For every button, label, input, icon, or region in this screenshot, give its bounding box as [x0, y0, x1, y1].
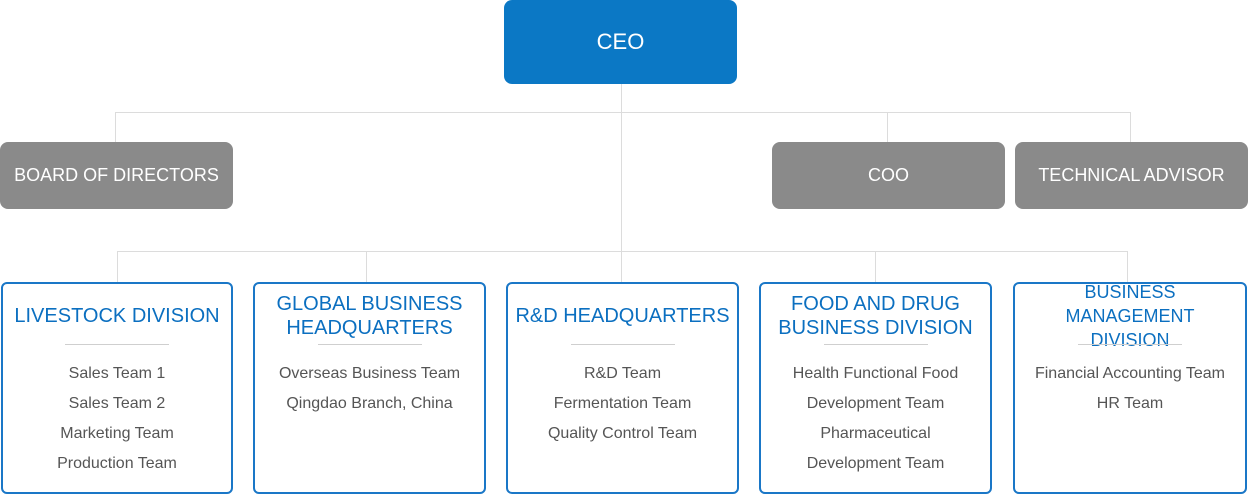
team-list: Financial Accounting Team HR Team	[1015, 359, 1245, 419]
division-title: GLOBAL BUSINESS HEADQUARTERS	[255, 290, 484, 342]
connector-division-3	[621, 251, 622, 282]
divider	[823, 344, 928, 345]
food-and-drug-business-division-box: FOOD AND DRUG BUSINESS DIVISION Health Fun…	[759, 282, 992, 494]
connector-board	[115, 112, 116, 142]
team-item: Financial Accounting Team	[1034, 365, 1226, 382]
board-of-directors-box: BOARD OF DIRECTORS	[0, 142, 233, 209]
connector-division-1	[117, 251, 118, 282]
division-title-line: R&D HEADQUARTERS	[515, 305, 730, 327]
division-title: LIVESTOCK DIVISION	[3, 290, 231, 342]
connector-division-5	[1127, 251, 1128, 282]
divider	[65, 344, 169, 345]
technical-advisor-box: TECHNICAL ADVISOR	[1015, 142, 1248, 209]
division-title-line: HEADQUARTERS	[286, 317, 453, 339]
coo-box: COO	[772, 142, 1005, 209]
ceo-box: CEO	[504, 0, 737, 84]
divider	[1078, 344, 1182, 345]
global-business-headquarters-box: GLOBAL BUSINESS HEADQUARTERS Overseas Busi…	[253, 282, 486, 494]
team-item: HR Team	[1096, 395, 1164, 412]
connector-advisor	[1130, 112, 1131, 142]
division-title-line: GLOBAL BUSINESS	[276, 293, 463, 315]
team-item: Pharmaceutical	[820, 425, 931, 442]
division-title: FOOD AND DRUG BUSINESS DIVISION	[761, 290, 990, 342]
team-item: Qingdao Branch, China	[286, 395, 453, 412]
division-title-line: BUSINESS DIVISION	[778, 317, 973, 339]
business-management-division-box: BUSINESS MANAGEMENT DIVISION Financial Acc…	[1013, 282, 1247, 494]
division-title-line: DIVISION	[1090, 330, 1170, 350]
connector-coo	[887, 112, 888, 142]
division-title: R&D HEADQUARTERS	[508, 290, 737, 342]
team-list: Sales Team 1 Sales Team 2 Marketing Team Pr…	[3, 359, 231, 479]
divider	[317, 344, 422, 345]
team-list: Overseas Business Team Qingdao Branch, Ch…	[255, 359, 484, 419]
connector-division-4	[875, 251, 876, 282]
team-list: R&D Team Fermentation Team Quality Control…	[508, 359, 737, 449]
team-item: R&D Team	[583, 365, 662, 382]
division-title: BUSINESS MANAGEMENT DIVISION	[1015, 282, 1245, 350]
livestock-division-box: LIVESTOCK DIVISION Sales Team 1 Sales Team…	[1, 282, 233, 494]
team-item: Quality Control Team	[547, 425, 698, 442]
team-item: Sales Team 1	[68, 365, 166, 382]
rd-headquarters-box: R&D HEADQUARTERS R&D Team Fermentation Tea…	[506, 282, 739, 494]
connector-division-2	[366, 251, 367, 282]
connector-upper-horizontal	[115, 112, 1131, 113]
team-list: Health Functional Food Development Team Ph…	[761, 359, 990, 479]
team-item: Sales Team 2	[68, 395, 166, 412]
team-item: Overseas Business Team	[278, 365, 461, 382]
division-title-line: BUSINESS MANAGEMENT	[1065, 282, 1195, 326]
team-item: Production Team	[57, 455, 177, 472]
team-item: Development Team	[806, 395, 945, 412]
team-item: Development Team	[806, 455, 945, 472]
team-item: Marketing Team	[60, 425, 174, 442]
connector-lower-horizontal	[117, 251, 1128, 252]
division-title-line: LIVESTOCK DIVISION	[14, 305, 220, 327]
divider	[570, 344, 675, 345]
connector-ceo-trunk	[621, 84, 622, 251]
division-title-line: FOOD AND DRUG	[791, 293, 960, 315]
team-item: Fermentation Team	[553, 395, 692, 412]
team-item: Health Functional Food	[792, 365, 959, 382]
